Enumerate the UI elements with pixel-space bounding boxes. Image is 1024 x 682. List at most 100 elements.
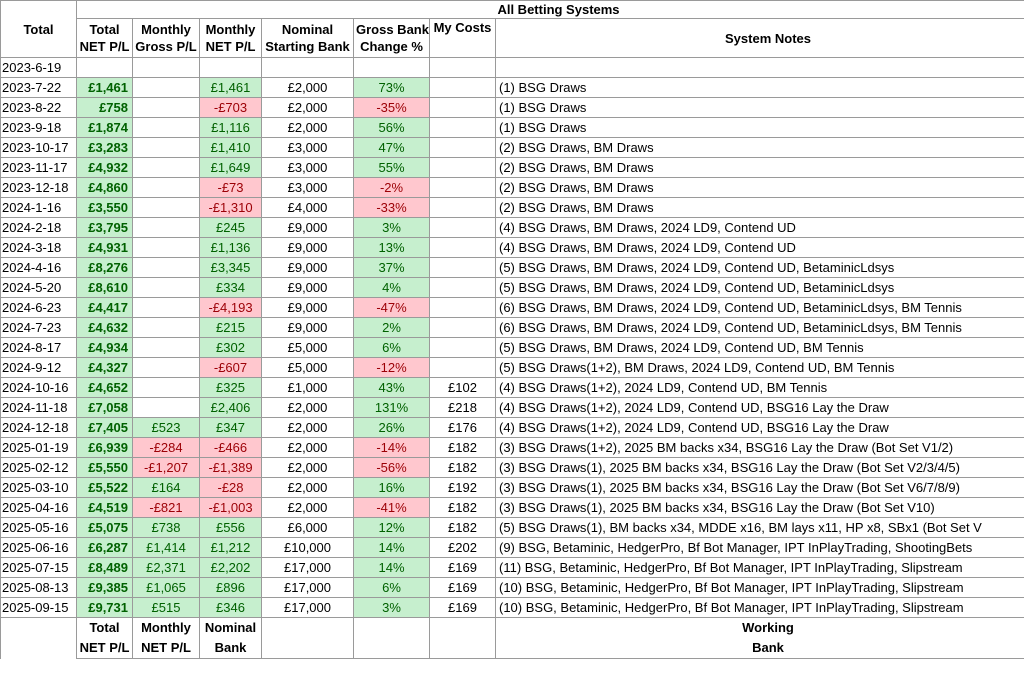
cell-date: 2024-9-12: [0, 357, 77, 378]
cell-my-costs: £102: [429, 377, 496, 398]
cell-total-net: £7,405: [76, 417, 133, 438]
cell-monthly-net: -£1,310: [199, 197, 262, 218]
cell-system-notes: (4) BSG Draws(1+2), 2024 LD9, Contend UD…: [495, 397, 1024, 418]
cell-gross-change: -47%: [353, 297, 430, 318]
cell-monthly-net: £896: [199, 577, 262, 598]
cell-my-costs: [429, 137, 496, 158]
cell-monthly-gross: -£821: [132, 497, 200, 518]
cell-my-costs: [429, 117, 496, 138]
table-row: 2023-10-17 £3,283 £1,410 £3,000 47% (2) BSG D…: [0, 137, 1024, 158]
table-row: 2025-08-13 £9,385 £1,065 £896 £17,000 6% £169(…: [0, 577, 1024, 598]
cell-nominal-bank: [261, 57, 354, 78]
cell-my-costs: [429, 357, 496, 378]
cell-total-net: £4,932: [76, 157, 133, 178]
cell-system-notes: (4) BSG Draws(1+2), 2024 LD9, Contend UD…: [495, 377, 1024, 398]
cell-monthly-net: £1,461: [199, 77, 262, 98]
cell-monthly-gross: [132, 277, 200, 298]
cell-monthly-gross: -£1,207: [132, 457, 200, 478]
cell-nominal-bank: £2,000: [261, 437, 354, 458]
cell-total-net: £4,860: [76, 177, 133, 198]
cell-total-net: £4,519: [76, 497, 133, 518]
cell-nominal-bank: £9,000: [261, 317, 354, 338]
table-row: 2025-01-19 £6,939 -£284 -£466 £2,000 -14% £182…: [0, 437, 1024, 458]
cell-monthly-net: £556: [199, 517, 262, 538]
cell-monthly-net: -£703: [199, 97, 262, 118]
table-row: 2023-9-18 £1,874 £1,116 £2,000 56% (1) BSG Dr…: [0, 117, 1024, 138]
cell-my-costs: £218: [429, 397, 496, 418]
cell-system-notes: (5) BSG Draws(1), BM backs x34, MDDE x16…: [495, 517, 1024, 538]
cell-date: 2023-9-18: [0, 117, 77, 138]
cell-my-costs: [429, 217, 496, 238]
cell-gross-change: 14%: [353, 557, 430, 578]
cell-monthly-net: £3,345: [199, 257, 262, 278]
cell-monthly-gross: [132, 317, 200, 338]
cell-monthly-gross: £2,371: [132, 557, 200, 578]
cell-monthly-gross: £515: [132, 597, 200, 618]
cell-monthly-gross: [132, 77, 200, 98]
footer-nominal-bank: Nominal Bank: [199, 617, 262, 659]
cell-system-notes: (2) BSG Draws, BM Draws: [495, 177, 1024, 198]
table-row: 2024-8-17 £4,934 £302 £5,000 6% (5) BSG Draws…: [0, 337, 1024, 358]
cell-monthly-gross: -£284: [132, 437, 200, 458]
cell-monthly-net: £1,136: [199, 237, 262, 258]
cell-system-notes: (5) BSG Draws, BM Draws, 2024 LD9, Conte…: [495, 277, 1024, 298]
footer-blank-2: [261, 617, 354, 659]
cell-total-net: £4,417: [76, 297, 133, 318]
cell-date: 2025-06-16: [0, 537, 77, 558]
cell-monthly-net: £325: [199, 377, 262, 398]
table-row: 2025-04-16 £4,519 -£821 -£1,003 £2,000 -41% £1…: [0, 497, 1024, 518]
cell-monthly-net: £302: [199, 337, 262, 358]
cell-monthly-net: -£28: [199, 477, 262, 498]
cell-system-notes: (2) BSG Draws, BM Draws: [495, 157, 1024, 178]
cell-gross-change: 56%: [353, 117, 430, 138]
cell-system-notes: (5) BSG Draws, BM Draws, 2024 LD9, Conte…: [495, 337, 1024, 358]
footer-blank-4: [429, 617, 496, 659]
table-row: 2024-1-16 £3,550 -£1,310 £4,000 -33% (2) BSG …: [0, 197, 1024, 218]
cell-system-notes: [495, 57, 1024, 78]
cell-monthly-net: £2,406: [199, 397, 262, 418]
table-row: 2024-2-18 £3,795 £245 £9,000 3% (4) BSG Draws…: [0, 217, 1024, 238]
cell-nominal-bank: £1,000: [261, 377, 354, 398]
cell-my-costs: £182: [429, 497, 496, 518]
cell-nominal-bank: £9,000: [261, 277, 354, 298]
cell-date: 2024-7-23: [0, 317, 77, 338]
header-gross-change: Gross Bank Change %: [353, 18, 430, 58]
cell-date: 2024-12-18: [0, 417, 77, 438]
cell-monthly-gross: [132, 217, 200, 238]
cell-nominal-bank: £2,000: [261, 77, 354, 98]
cell-total-net: £3,283: [76, 137, 133, 158]
cell-total-net: £5,075: [76, 517, 133, 538]
cell-my-costs: £182: [429, 437, 496, 458]
cell-monthly-gross: [132, 177, 200, 198]
cell-system-notes: (5) BSG Draws(1+2), BM Draws, 2024 LD9, …: [495, 357, 1024, 378]
cell-my-costs: [429, 257, 496, 278]
cell-total-net: £758: [76, 97, 133, 118]
cell-system-notes: (4) BSG Draws(1+2), 2024 LD9, Contend UD…: [495, 417, 1024, 438]
cell-monthly-gross: [132, 397, 200, 418]
cell-total-net: £7,058: [76, 397, 133, 418]
cell-monthly-net: -£73: [199, 177, 262, 198]
cell-monthly-net: -£466: [199, 437, 262, 458]
table-row: 2023-12-18 £4,860 -£73 £3,000 -2% (2) BSG Dra…: [0, 177, 1024, 198]
cell-my-costs: £176: [429, 417, 496, 438]
cell-nominal-bank: £17,000: [261, 557, 354, 578]
cell-system-notes: (2) BSG Draws, BM Draws: [495, 137, 1024, 158]
cell-date: 2024-10-16: [0, 377, 77, 398]
cell-gross-change: -33%: [353, 197, 430, 218]
cell-nominal-bank: £9,000: [261, 237, 354, 258]
cell-date: 2025-07-15: [0, 557, 77, 578]
cell-monthly-net: £1,649: [199, 157, 262, 178]
cell-date: 2025-05-16: [0, 517, 77, 538]
cell-monthly-net: £245: [199, 217, 262, 238]
cell-nominal-bank: £2,000: [261, 117, 354, 138]
cell-gross-change: 26%: [353, 417, 430, 438]
cell-nominal-bank: £3,000: [261, 137, 354, 158]
cell-date: 2023-7-22: [0, 77, 77, 98]
cell-monthly-gross: £1,414: [132, 537, 200, 558]
cell-my-costs: [429, 97, 496, 118]
cell-total-net: £6,939: [76, 437, 133, 458]
header-total-net: Total NET P/L: [76, 18, 133, 58]
cell-my-costs: £192: [429, 477, 496, 498]
cell-monthly-net: -£607: [199, 357, 262, 378]
cell-gross-change: -12%: [353, 357, 430, 378]
